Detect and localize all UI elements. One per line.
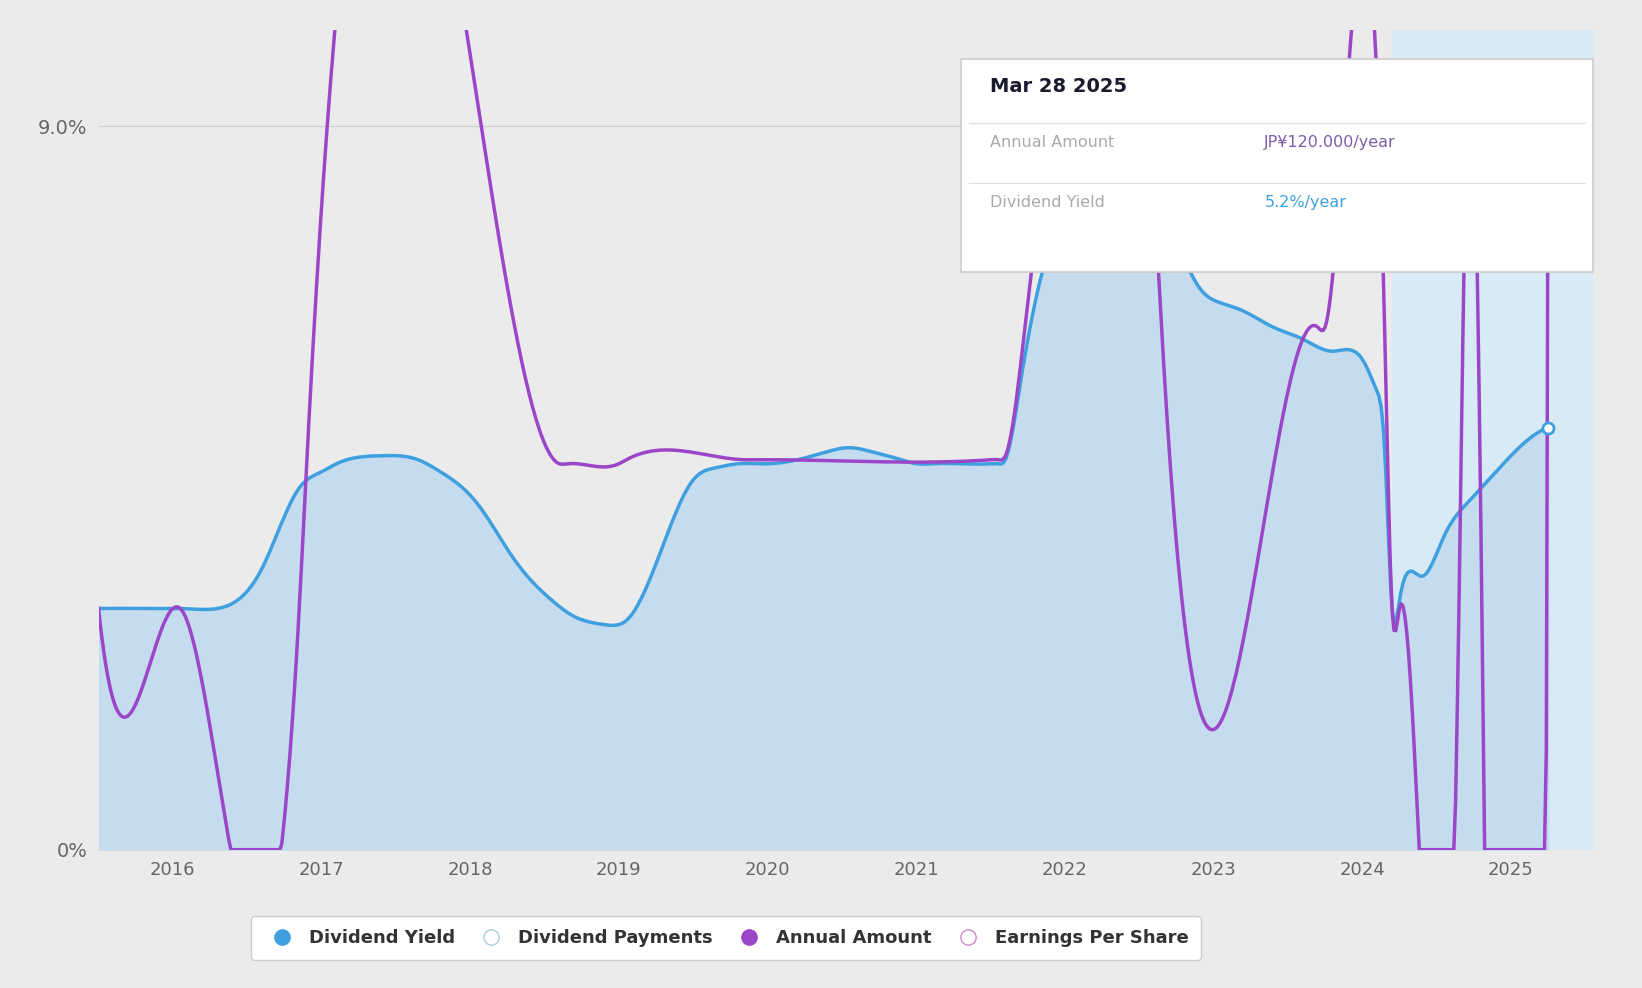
Bar bbox=[1392, 30, 1642, 850]
Legend: Dividend Yield, Dividend Payments, Annual Amount, Earnings Per Share: Dividend Yield, Dividend Payments, Annua… bbox=[251, 916, 1200, 959]
Text: Annual Amount: Annual Amount bbox=[990, 135, 1115, 150]
Text: JP¥120.000/year: JP¥120.000/year bbox=[1264, 135, 1396, 150]
Text: 5.2%/year: 5.2%/year bbox=[1264, 195, 1346, 209]
Text: Dividend Yield: Dividend Yield bbox=[990, 195, 1105, 209]
Text: Past: Past bbox=[1404, 78, 1442, 96]
Text: Mar 28 2025: Mar 28 2025 bbox=[990, 77, 1128, 96]
